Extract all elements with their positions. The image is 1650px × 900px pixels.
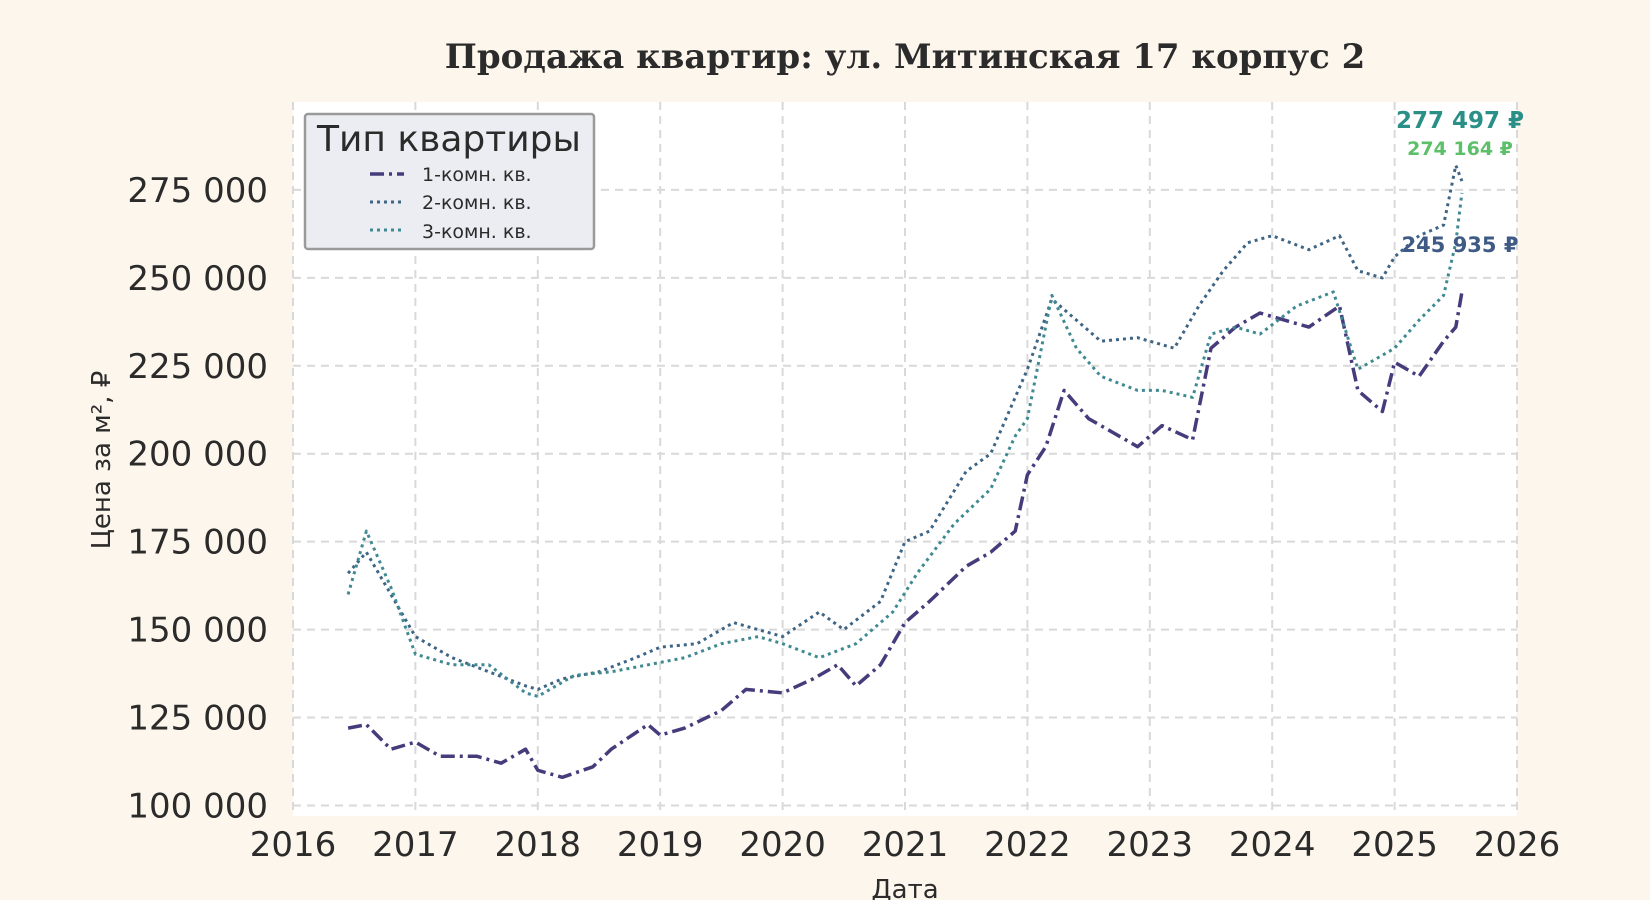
- x-tick-label: 2022: [984, 825, 1071, 865]
- x-tick-label: 2024: [1229, 825, 1316, 865]
- last-value-label-1k: 245 935 ₽: [1402, 233, 1519, 257]
- series-layer: [346, 163, 1464, 780]
- x-tick-label: 2017: [372, 825, 459, 865]
- legend-box: [303, 112, 596, 251]
- y-axis-label: Цена за м², ₽: [87, 371, 117, 550]
- last-value-label-3k: 274 164 ₽: [1407, 138, 1513, 160]
- series-line-3k: [346, 192, 1464, 698]
- x-tick-label: 2025: [1351, 825, 1438, 865]
- y-tick-label: 200 000: [127, 435, 268, 475]
- legend-label-1k: 1-комн. кв.: [422, 164, 532, 186]
- y-tick-label: 225 000: [127, 347, 268, 387]
- legend-title: Тип квартиры: [316, 119, 581, 160]
- legend-label-3k: 3-комн. кв.: [422, 221, 532, 243]
- x-tick-label: 2016: [250, 825, 337, 865]
- last-value-labels: 277 497 ₽ 274 164 ₽ 245 935 ₽: [1396, 108, 1524, 257]
- x-tick-label: 2023: [1107, 825, 1194, 865]
- x-tick-label: 2021: [862, 825, 949, 865]
- y-tick-label: 250 000: [127, 259, 268, 299]
- y-tick-label: 175 000: [127, 523, 268, 563]
- last-value-label-2k: 277 497 ₽: [1396, 108, 1524, 134]
- y-tick-label: 100 000: [127, 786, 268, 826]
- x-tick-label: 2019: [617, 825, 704, 865]
- y-tick-label: 125 000: [127, 699, 268, 739]
- y-tick-label: 275 000: [127, 171, 268, 211]
- x-tick-label: 2018: [495, 825, 582, 865]
- x-axis-label: Дата: [871, 875, 938, 900]
- series-line-1k: [347, 291, 1464, 780]
- chart-title: Продажа квартир: ул. Митинская 17 корпус…: [445, 37, 1366, 77]
- x-tick-label: 2026: [1474, 825, 1561, 865]
- legend: Тип квартиры 1-комн. кв. 2-комн. кв. 3-к…: [303, 112, 596, 251]
- x-tick-label: 2020: [739, 825, 826, 865]
- y-tick-label: 150 000: [127, 611, 268, 651]
- ticks: 2016 2017 2018 2019 2020 2021 2022 2023 2024 2025…: [127, 171, 1560, 865]
- legend-label-2k: 2-комн. кв.: [422, 192, 532, 214]
